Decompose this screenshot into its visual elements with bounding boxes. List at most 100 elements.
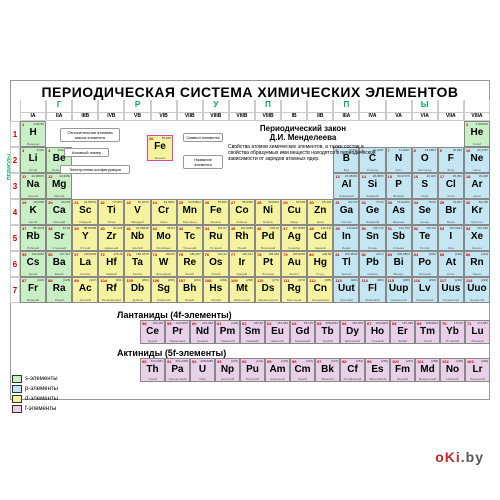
element-cell: 98[251]CfКалифорний <box>340 358 365 382</box>
element-cell: 47107,8682AgСеребро <box>281 225 307 251</box>
element-cell: 1632,065SСера <box>412 173 438 199</box>
element-cell: 2554,93804MnМарганец <box>177 199 203 225</box>
element-cell: 97[247]BkБерклий <box>315 358 340 382</box>
legend: s-элементыp-элементыd-элементыf-элементы <box>12 375 58 415</box>
element-cell: 65158,9253TbТербий <box>315 320 340 344</box>
element-cell: 1939,0983KКалий <box>20 199 46 225</box>
element-cell: 88[226]RaРадий <box>46 277 72 303</box>
element-cell: 94[244]PuПлутоний <box>240 358 265 382</box>
element-cell: 2451,9961CrХром <box>151 199 177 225</box>
element-cell: 3683,798KrКриптон <box>464 199 490 225</box>
element-cell: 59140,9076PrПразеодим <box>165 320 190 344</box>
groups-header: ГРУППЫ <box>20 100 490 112</box>
legend-label: f-элементы <box>25 406 56 412</box>
column-label: VIB <box>151 112 177 121</box>
column-label: IIA <box>46 112 72 121</box>
empty-cell <box>281 173 307 199</box>
element-cell: 74183,84WВольфрам <box>151 251 177 277</box>
element-cell: 89[227]AcАктиний <box>72 277 98 303</box>
column-label: VIIIB <box>255 112 281 121</box>
element-cell: 1224,3050MgМагний <box>46 173 72 199</box>
element-cell: 3065,409ZnЦинк <box>307 199 333 225</box>
column-label: VA <box>386 112 412 121</box>
group-letter: Ы <box>412 100 438 112</box>
legend-label: s-элементы <box>25 376 58 382</box>
element-cell: 86[222]RnРадон <box>464 251 490 277</box>
element-cell: 90232,0381ThТорий <box>140 358 165 382</box>
period-number: 6 <box>10 251 20 277</box>
element-cell: 3785,4678RbРубидий <box>20 225 46 251</box>
element-cell: 79196,9665AuЗолото <box>281 251 307 277</box>
element-cell: 68167,259ErЭрбий <box>390 320 415 344</box>
element-cell: 55132,9054CsЦезий <box>20 251 46 277</box>
element-cell: 2963,546CuМедь <box>281 199 307 225</box>
column-label: IB <box>281 112 307 121</box>
group-letter <box>72 100 98 112</box>
group-letter: У <box>203 100 229 112</box>
column-label: VIA <box>412 112 438 121</box>
element-cell: 1530,97376PФосфор <box>386 173 412 199</box>
element-cell: 2350,9415VВанадий <box>124 199 150 225</box>
lanthanides-title: Лантаниды (4f-элементы) <box>115 310 490 320</box>
element-cell: 76190,23OsОсмий <box>203 251 229 277</box>
period-number: 1 <box>10 121 20 147</box>
inset-sym-label: Символ элемента <box>183 133 223 142</box>
element-cell: 3272,64GeГерманий <box>359 199 385 225</box>
empty-cell <box>72 173 98 199</box>
inset-conf-label: Электронная конфигурация <box>60 165 130 174</box>
element-cell: 109[268]MtМейтнерий <box>229 277 255 303</box>
legend-row: f-элементы <box>12 405 58 413</box>
element-cell: 113[284]UutУнунтрий <box>333 277 359 303</box>
element-cell: 102[259]NoНобелий <box>440 358 465 382</box>
element-cell: 11,00794HВодород <box>20 121 46 147</box>
actinides-section: Актиниды (5f-элементы) 90232,0381ThТорий… <box>115 348 490 382</box>
empty-cell <box>386 121 412 147</box>
element-cell: 49114,818InИндий <box>333 225 359 251</box>
element-cell: 45102,9055RhРодий <box>229 225 255 251</box>
element-cell: 91231,0359PaПротактиний <box>165 358 190 382</box>
element-cell: 111[272]RgРентгений <box>281 277 307 303</box>
group-letter <box>386 100 412 112</box>
element-cell: 66162,500DyДиспрозий <box>340 320 365 344</box>
period-number: 4 <box>10 199 20 225</box>
element-cell: 63151,964EuЕвропий <box>265 320 290 344</box>
sample-sym: Fe <box>148 141 172 152</box>
element-cell: 2144,95591ScСкандий <box>72 199 98 225</box>
empty-cell <box>229 173 255 199</box>
period-number: 2 <box>10 147 20 173</box>
element-cell: 78195,084PtПлатина <box>255 251 281 277</box>
group-letter <box>20 100 46 112</box>
element-cell: 4091,224ZrЦирконий <box>98 225 124 251</box>
element-cell: 1735,453ClХлор <box>438 173 464 199</box>
element-cell: 815,9994OКислород <box>412 147 438 173</box>
legend-row: s-элементы <box>12 375 58 383</box>
column-label: VIIA <box>438 112 464 121</box>
element-cell: 100[257]FmФермий <box>390 358 415 382</box>
element-cell: 57138,9054LaЛантан <box>72 251 98 277</box>
element-cell: 1326,98153AlАлюминий <box>333 173 359 199</box>
empty-cell <box>98 173 124 199</box>
empty-cell <box>307 173 333 199</box>
group-letter <box>464 100 490 112</box>
element-cell: 43[98]TcТехнеций <box>177 225 203 251</box>
element-cell: 54131,293XeКсенон <box>464 225 490 251</box>
element-cell: 115[288]UupУнунпентий <box>386 277 412 303</box>
empty-cell <box>151 173 177 199</box>
element-cell: 73180,9478TaТантал <box>124 251 150 277</box>
column-label: IIB <box>307 112 333 121</box>
legend-row: d-элементы <box>12 395 58 403</box>
inset-name-label: Название элемента <box>183 155 223 169</box>
element-cell: 105[262]DbДубний <box>124 277 150 303</box>
empty-cell <box>412 121 438 147</box>
column-label: VIIB <box>177 112 203 121</box>
column-label: VIIIB <box>203 112 229 121</box>
element-cell: 48112,411CdКадмий <box>307 225 333 251</box>
element-cell: 3374,92160AsМышьяк <box>386 199 412 225</box>
period-number: 5 <box>10 225 20 251</box>
element-cell: 2758,9332CoКобальт <box>229 199 255 225</box>
column-label: VB <box>124 112 150 121</box>
column-label: VIIIB <box>229 112 255 121</box>
element-cell: 46106,42PdПалладий <box>255 225 281 251</box>
legend-swatch <box>12 395 22 403</box>
element-cell: 112[285]CnКоперниций <box>307 277 333 303</box>
